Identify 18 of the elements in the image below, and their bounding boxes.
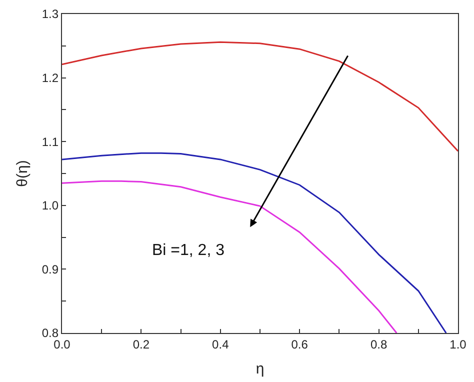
x-tick-label: 0.8 [370,338,388,352]
x-tick-label: 1.0 [450,338,467,352]
y-tick-label: 1.3 [42,7,59,22]
y-tick-label: 1.1 [42,134,59,149]
line-series [62,152,447,333]
y-tick-label: 0.9 [42,262,59,276]
annotation: Bi =1, 2, 3 [152,242,225,259]
x-tick-label: 0.0 [54,338,71,352]
x-tick-label: 0.4 [212,338,230,352]
x-tick-label: 0.2 [132,338,150,352]
line-series [62,41,458,152]
y-tick-label: 1.2 [42,71,59,85]
y-tick-label: 0.8 [42,326,59,340]
y-axis-title: θ(η) [14,160,32,187]
x-axis-title: η [256,360,264,378]
y-tick-label: 1.0 [42,198,59,213]
line-series [62,180,398,333]
x-tick-label: 0.6 [291,338,308,352]
